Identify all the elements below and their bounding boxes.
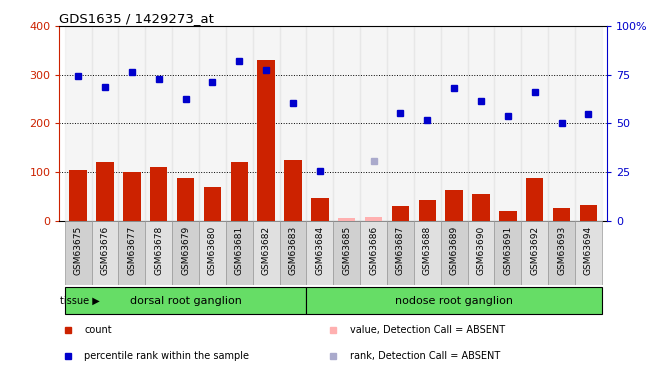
Text: GSM63684: GSM63684 bbox=[315, 226, 324, 275]
Bar bbox=[145, 220, 172, 285]
Bar bbox=[280, 220, 306, 285]
Bar bbox=[526, 178, 543, 220]
Bar bbox=[387, 26, 414, 220]
Bar bbox=[473, 194, 490, 220]
Bar bbox=[575, 26, 602, 220]
Bar bbox=[226, 220, 253, 285]
Bar bbox=[575, 220, 602, 285]
Bar bbox=[280, 26, 306, 220]
Bar bbox=[521, 26, 548, 220]
Bar bbox=[284, 160, 302, 220]
Text: GSM63685: GSM63685 bbox=[343, 226, 351, 275]
Text: GSM63689: GSM63689 bbox=[449, 226, 459, 275]
Bar bbox=[96, 162, 114, 220]
Bar bbox=[92, 220, 119, 285]
Bar bbox=[494, 26, 521, 220]
Bar bbox=[172, 220, 199, 285]
Bar bbox=[311, 198, 329, 220]
Bar bbox=[414, 26, 441, 220]
Bar bbox=[230, 162, 248, 220]
Text: GSM63675: GSM63675 bbox=[74, 226, 82, 275]
Bar bbox=[65, 287, 306, 314]
Bar bbox=[418, 200, 436, 220]
Bar bbox=[548, 220, 575, 285]
Bar bbox=[441, 220, 467, 285]
Text: value, Detection Call = ABSENT: value, Detection Call = ABSENT bbox=[350, 325, 505, 335]
Bar bbox=[499, 211, 517, 220]
Text: GSM63678: GSM63678 bbox=[154, 226, 163, 275]
Bar bbox=[333, 220, 360, 285]
Bar bbox=[199, 26, 226, 220]
Text: GSM63687: GSM63687 bbox=[396, 226, 405, 275]
Text: GSM63681: GSM63681 bbox=[235, 226, 244, 275]
Text: GSM63694: GSM63694 bbox=[584, 226, 593, 275]
Bar bbox=[446, 190, 463, 220]
Bar bbox=[123, 172, 141, 220]
Bar bbox=[150, 167, 168, 220]
Bar bbox=[391, 206, 409, 220]
Bar bbox=[253, 220, 280, 285]
Text: count: count bbox=[84, 325, 112, 335]
Bar bbox=[365, 217, 382, 220]
Bar bbox=[177, 178, 194, 220]
Bar bbox=[494, 220, 521, 285]
Text: GSM63693: GSM63693 bbox=[557, 226, 566, 275]
Text: GSM63680: GSM63680 bbox=[208, 226, 217, 275]
Text: GSM63691: GSM63691 bbox=[504, 226, 512, 275]
Bar bbox=[333, 26, 360, 220]
Bar bbox=[387, 220, 414, 285]
Text: GSM63677: GSM63677 bbox=[127, 226, 137, 275]
Text: GSM63688: GSM63688 bbox=[423, 226, 432, 275]
Bar bbox=[204, 187, 221, 220]
Bar bbox=[119, 26, 145, 220]
Text: GSM63682: GSM63682 bbox=[261, 226, 271, 275]
Bar bbox=[467, 220, 494, 285]
Text: dorsal root ganglion: dorsal root ganglion bbox=[129, 296, 242, 306]
Bar bbox=[579, 205, 597, 220]
Bar bbox=[119, 220, 145, 285]
Text: nodose root ganglion: nodose root ganglion bbox=[395, 296, 513, 306]
Bar bbox=[65, 26, 92, 220]
Bar bbox=[257, 60, 275, 220]
Bar bbox=[145, 26, 172, 220]
Bar bbox=[360, 220, 387, 285]
Bar bbox=[548, 26, 575, 220]
Bar bbox=[360, 26, 387, 220]
Bar bbox=[306, 26, 333, 220]
Text: GDS1635 / 1429273_at: GDS1635 / 1429273_at bbox=[59, 12, 215, 25]
Bar bbox=[414, 220, 441, 285]
Text: GSM63676: GSM63676 bbox=[100, 226, 110, 275]
Text: tissue ▶: tissue ▶ bbox=[60, 296, 100, 306]
Bar bbox=[199, 220, 226, 285]
Bar bbox=[69, 170, 87, 220]
Bar bbox=[92, 26, 119, 220]
Text: GSM63683: GSM63683 bbox=[288, 226, 298, 275]
Bar bbox=[306, 287, 602, 314]
Bar bbox=[553, 209, 570, 220]
Text: rank, Detection Call = ABSENT: rank, Detection Call = ABSENT bbox=[350, 351, 500, 361]
Bar bbox=[338, 218, 356, 220]
Bar bbox=[521, 220, 548, 285]
Bar bbox=[172, 26, 199, 220]
Bar bbox=[467, 26, 494, 220]
Text: GSM63686: GSM63686 bbox=[369, 226, 378, 275]
Text: GSM63690: GSM63690 bbox=[477, 226, 486, 275]
Bar bbox=[441, 26, 467, 220]
Bar bbox=[65, 220, 92, 285]
Bar bbox=[253, 26, 280, 220]
Text: GSM63692: GSM63692 bbox=[530, 226, 539, 275]
Text: GSM63679: GSM63679 bbox=[181, 226, 190, 275]
Text: percentile rank within the sample: percentile rank within the sample bbox=[84, 351, 249, 361]
Bar bbox=[306, 220, 333, 285]
Bar bbox=[226, 26, 253, 220]
